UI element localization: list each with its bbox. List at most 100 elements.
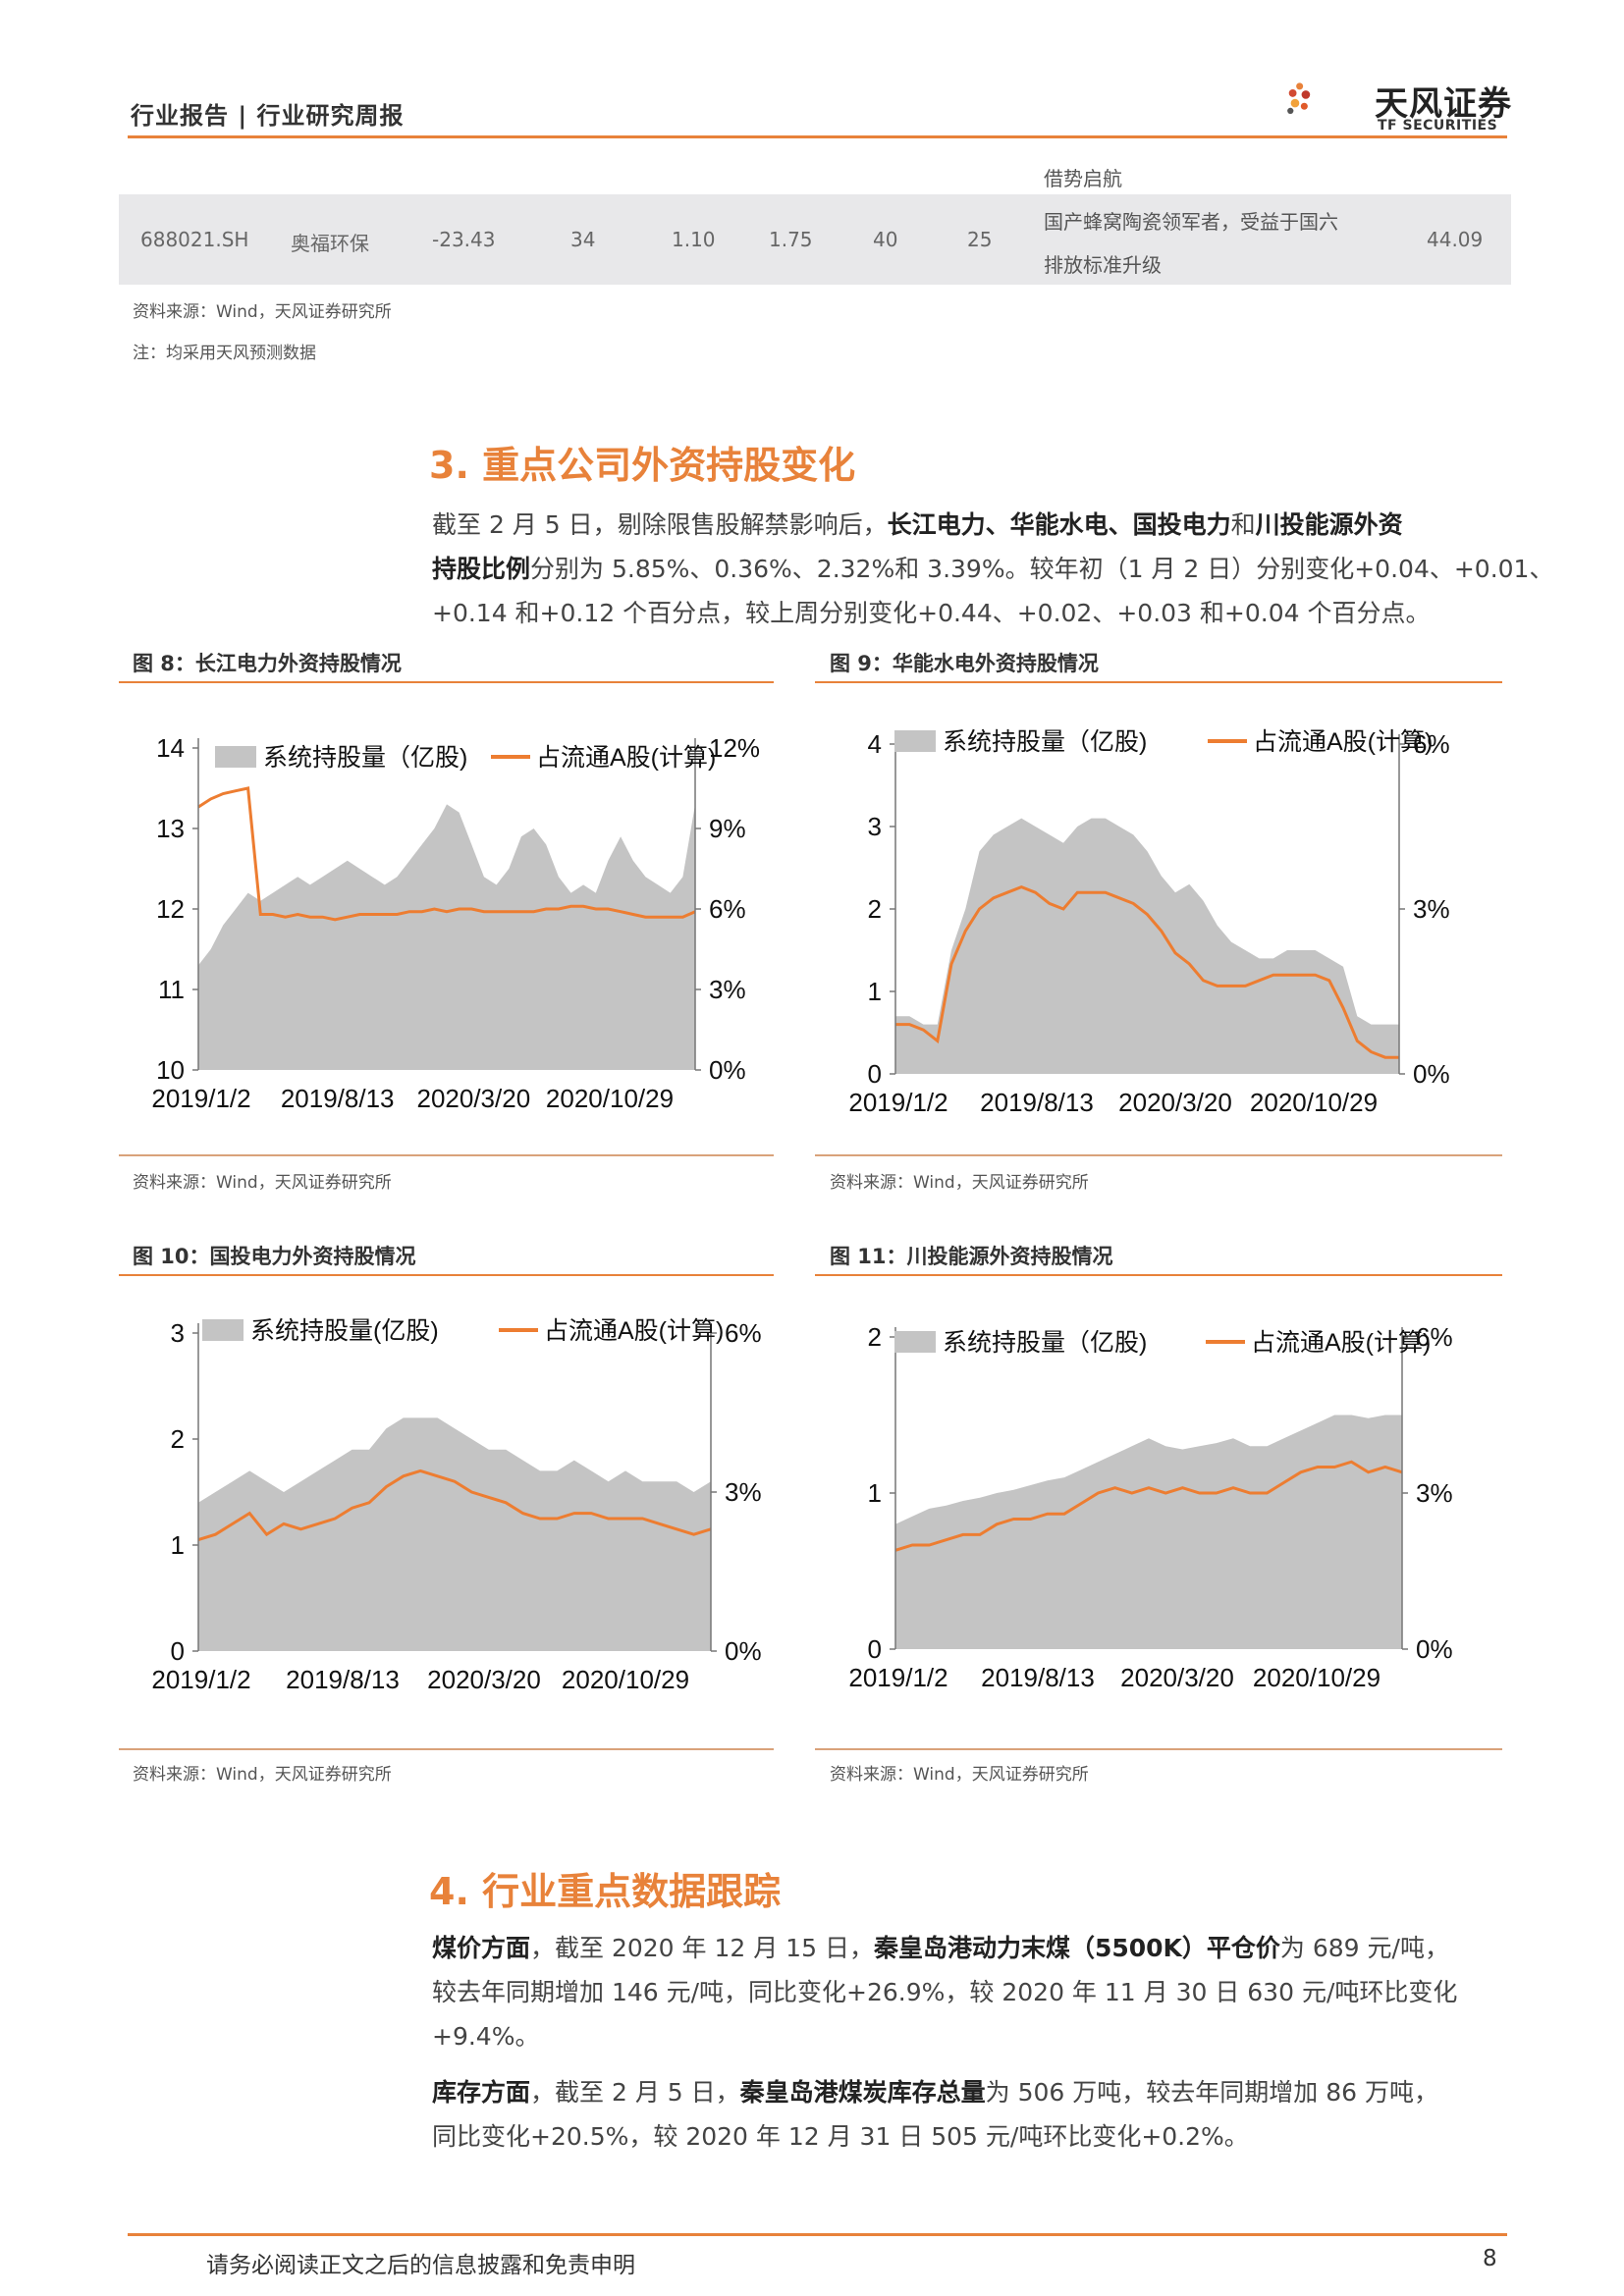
y-tick-label-left: 4: [868, 729, 882, 759]
series-area-holdings: [895, 818, 1399, 1074]
x-tick-label: 2020/10/29: [562, 1665, 689, 1694]
footer-disclaimer: 请务必阅读正文之后的信息披露和免责申明: [206, 2253, 635, 2278]
series-line-ratio: [197, 1468, 712, 1542]
table-cell: 40: [873, 228, 898, 251]
y-tick-label-right: 6%: [709, 894, 746, 924]
y-tick-label-right: 6%: [1413, 729, 1450, 759]
table-cell: -23.43: [432, 228, 496, 251]
text-run-bold: 库存方面: [432, 2078, 531, 2107]
stock-name: 奥福环保: [291, 232, 369, 255]
footer-divider: [128, 2233, 1507, 2236]
y-tick-label-right: 3%: [1413, 894, 1450, 924]
table-cell: 44.09: [1427, 228, 1484, 251]
chart-fig10: 3 2 1 0 6% 3% 0% 2019/1/2 2019/8/13 2020/3/20 2020…: [151, 1317, 762, 1694]
table-row: [119, 194, 1511, 285]
y-tick-label-right: 6%: [1416, 1322, 1453, 1352]
legend-label-ratio: 占流通A股(计算): [1251, 1329, 1431, 1357]
y-tick-label-right: 0%: [1416, 1634, 1453, 1664]
legend-label-ratio: 占流通A股(计算): [544, 1317, 724, 1345]
figure-bottom-line: [815, 1154, 1502, 1156]
x-tick-label: 2019/8/13: [981, 1663, 1095, 1692]
figure-title: 图 11：川投能源外资持股情况: [830, 1245, 1113, 1268]
series-line-ratio: [895, 884, 1399, 1059]
table-desc: 国产蜂窝陶瓷领军者，受益于国六: [1044, 210, 1338, 234]
series-area-holdings: [895, 1415, 1402, 1649]
y-tick-label-left: 0: [868, 1059, 882, 1089]
x-tick-label: 2020/3/20: [1120, 1663, 1234, 1692]
series-area-holdings: [198, 1417, 711, 1651]
x-tick-label: 2019/1/2: [848, 1663, 947, 1692]
legend-swatch-area: [215, 746, 256, 768]
text-run-bold: 煤价方面: [432, 1934, 531, 1962]
y-tick-label-right: 0%: [1413, 1059, 1450, 1089]
section4-paragraph-price: 煤价方面，截至 2020 年 12 月 15 日，秦皇岛港动力末煤（5500K）…: [432, 1926, 1512, 2058]
table-cell: 1.10: [672, 228, 716, 251]
table-desc-prev: 借势启航: [1044, 167, 1122, 190]
y-tick-label-left: 13: [156, 814, 185, 843]
chart-fig9: 4 3 2 1 0 6% 3% 0% 2019/1/2 2019/8/13 2020/3/20 202…: [848, 728, 1450, 1117]
text-run: 为 689 元/吨，: [1279, 1934, 1449, 1962]
text-run: +0.14 和+0.12 个百分点，较上周分别变化+0.44、+0.02、+0.…: [432, 599, 1431, 627]
legend-label-holdings: 系统持股量（亿股): [943, 1329, 1147, 1357]
figure-divider: [119, 681, 774, 683]
y-tick-label-left: 2: [171, 1424, 185, 1454]
text-run-bold: 秦皇岛港煤炭库存总量: [739, 2078, 986, 2107]
legend-label-holdings: 系统持股量（亿股): [263, 744, 467, 772]
y-tick-label-right: 3%: [709, 975, 746, 1004]
y-tick-label-left: 12: [156, 894, 185, 924]
x-tick-label: 2020/10/29: [1250, 1088, 1378, 1117]
x-tick-label: 2020/3/20: [1118, 1088, 1232, 1117]
text-run: 截至 2 月 5 日，剔除限售股解禁影响后，: [432, 510, 888, 539]
text-run: 和: [1230, 510, 1256, 539]
figure-bottom-line: [119, 1748, 774, 1750]
text-run: 较去年同期增加 146 元/吨，同比变化+26.9%，较 2020 年 11 月…: [432, 1978, 1458, 2006]
figure-source: 资料来源：Wind，天风证券研究所: [133, 1173, 392, 1193]
section-title: 3. 重点公司外资持股变化: [429, 444, 856, 487]
text-run: 同比变化+20.5%，较 2020 年 12 月 31 日 505 元/吨环比变…: [432, 2122, 1249, 2151]
series-line-ratio: [197, 786, 696, 922]
figure-bottom-line: [815, 1748, 1502, 1750]
y-tick-label-left: 11: [158, 975, 185, 1004]
x-tick-label: 2019/8/13: [980, 1088, 1094, 1117]
y-tick-label-right: 0%: [709, 1055, 746, 1085]
legend-label-ratio: 占流通A股(计算): [536, 744, 716, 772]
series-line-ratio: [894, 1460, 1403, 1552]
header-divider: [128, 135, 1507, 138]
legend-swatch-area: [894, 730, 936, 752]
table-cell: 34: [570, 228, 596, 251]
table-cell: 1.75: [769, 228, 813, 251]
y-tick-label-right: 3%: [725, 1477, 762, 1507]
y-tick-label-right: 6%: [725, 1318, 762, 1348]
x-tick-label: 2019/8/13: [281, 1084, 395, 1113]
x-tick-label: 2019/8/13: [286, 1665, 400, 1694]
legend-label-holdings: 系统持股量(亿股): [250, 1317, 439, 1345]
text-run: 分别为 5.85%、0.36%、2.32%和 3.39%。较年初（1 月 2 日…: [530, 555, 1554, 583]
y-tick-label-left: 0: [868, 1634, 882, 1664]
y-tick-label-left: 10: [156, 1055, 185, 1085]
text-run-bold: 长江电力、华能水电、国投电力: [887, 510, 1231, 539]
report-breadcrumb: 行业报告 | 行业研究周报: [131, 102, 405, 130]
figure-bottom-line: [119, 1154, 774, 1156]
figure-title: 图 8：长江电力外资持股情况: [133, 652, 402, 675]
tf-logo-icon: [1287, 82, 1311, 115]
table-desc: 排放标准升级: [1044, 253, 1162, 277]
text-run: ，截至 2020 年 12 月 15 日，: [530, 1934, 874, 1962]
section-title: 4. 行业重点数据跟踪: [429, 1870, 782, 1913]
x-tick-label: 2020/3/20: [416, 1084, 530, 1113]
figure-title: 图 10：国投电力外资持股情况: [133, 1245, 416, 1268]
table-cell: 25: [967, 228, 993, 251]
y-tick-label-right: 9%: [709, 814, 746, 843]
legend-swatch-area: [202, 1319, 244, 1341]
y-tick-label-left: 1: [868, 977, 882, 1006]
chart-fig11: 2 1 0 6% 3% 0% 2019/1/2 2019/8/13 2020/3/20 2020/…: [848, 1322, 1453, 1692]
x-tick-label: 2020/10/29: [546, 1084, 674, 1113]
logo-brand-cn: 天风证券: [1375, 84, 1512, 124]
table-source: 资料来源：Wind，天风证券研究所: [133, 302, 392, 322]
text-run-bold: 川投能源外资: [1255, 510, 1403, 539]
chart-fig8: 14 13 12 11 10 12% 9% 6% 3% 0% 2019/1/2 2019/8/13 20…: [151, 733, 760, 1113]
figure-source: 资料来源：Wind，天风证券研究所: [830, 1765, 1089, 1785]
text-run: ，截至 2 月 5 日，: [530, 2078, 740, 2107]
figure-source: 资料来源：Wind，天风证券研究所: [830, 1173, 1089, 1193]
x-tick-label: 2019/1/2: [151, 1665, 250, 1694]
x-tick-label: 2019/1/2: [151, 1084, 250, 1113]
